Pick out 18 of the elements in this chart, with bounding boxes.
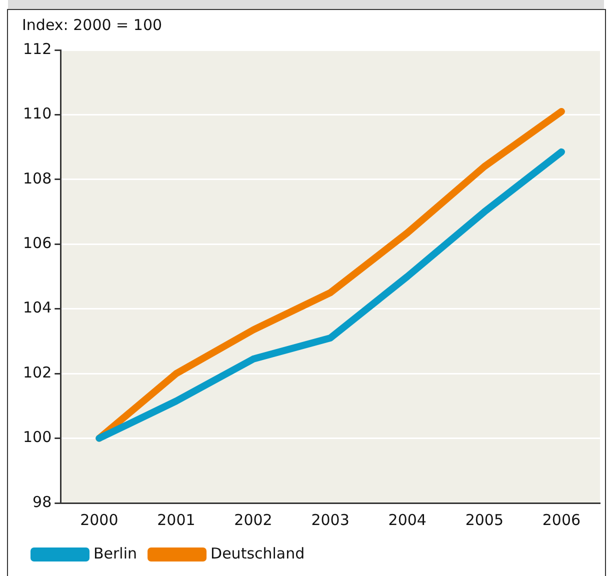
legend-label: Deutschland bbox=[210, 544, 305, 562]
x-tick-label: 2000 bbox=[80, 510, 118, 529]
x-tick-label: 2002 bbox=[234, 510, 272, 529]
y-axis-title: Index: 2000 = 100 bbox=[22, 16, 162, 34]
x-tick-label: 2006 bbox=[542, 510, 581, 529]
y-tick-label: 102 bbox=[22, 363, 52, 382]
y-tick-label: 108 bbox=[22, 169, 52, 188]
x-tick-label: 2004 bbox=[388, 510, 426, 529]
y-tick-label: 98 bbox=[32, 492, 52, 511]
y-tick-label: 106 bbox=[22, 234, 52, 252]
y-tick-label: 110 bbox=[22, 104, 52, 123]
x-tick-label: 2003 bbox=[311, 510, 350, 529]
legend-label: Berlin bbox=[94, 544, 138, 562]
y-tick-label: 100 bbox=[22, 428, 52, 446]
x-tick-label: 2005 bbox=[465, 510, 504, 529]
y-tick-label: 112 bbox=[22, 40, 52, 58]
x-tick-label: 2001 bbox=[157, 510, 196, 529]
y-tick-label: 104 bbox=[22, 298, 52, 317]
